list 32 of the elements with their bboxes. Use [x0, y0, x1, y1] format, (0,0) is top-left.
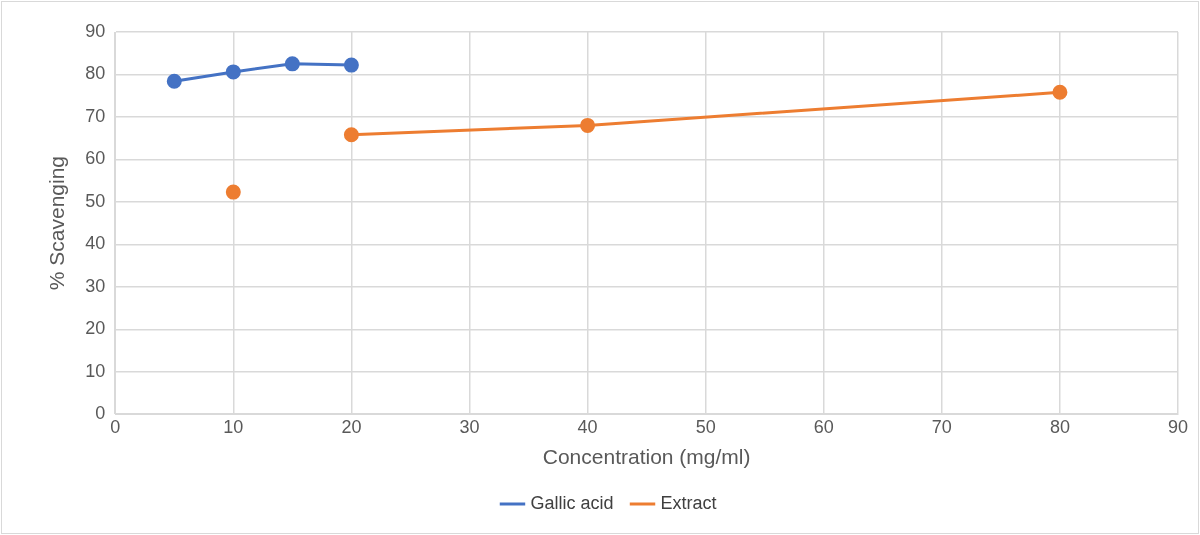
y-tick-label: 80 — [85, 63, 106, 84]
y-axis-title: % Scavenging — [45, 155, 69, 291]
point — [225, 64, 241, 80]
point — [166, 73, 182, 89]
y-tick-label: 60 — [85, 148, 106, 169]
point — [1052, 84, 1068, 100]
point — [225, 184, 241, 200]
y-tick-label: 40 — [85, 233, 106, 254]
legend-label: Gallic acid — [530, 492, 614, 513]
x-tick-label: 40 — [577, 416, 598, 437]
y-tick-label: 20 — [85, 318, 106, 339]
x-tick-label: 0 — [110, 416, 121, 437]
x-axis-title: Concentration (mg/ml) — [542, 445, 751, 469]
y-tick-label: 30 — [85, 275, 106, 296]
x-tick-label: 70 — [931, 416, 952, 437]
x-tick-label: 20 — [341, 416, 362, 437]
point — [284, 56, 300, 72]
x-tick-label: 90 — [1167, 416, 1189, 437]
y-tick-label: 10 — [85, 360, 106, 381]
y-tick-label: 0 — [95, 403, 106, 424]
point — [343, 57, 359, 73]
x-tick-label: 50 — [695, 416, 716, 437]
x-tick-label: 30 — [459, 416, 480, 437]
x-tick-label: 10 — [223, 416, 244, 437]
point — [580, 117, 596, 133]
y-tick-label: 70 — [85, 105, 106, 126]
point — [343, 127, 359, 143]
x-tick-label: 60 — [813, 416, 834, 437]
y-tick-label: 90 — [85, 20, 106, 41]
y-tick-label: 50 — [85, 190, 106, 211]
x-tick-label: 80 — [1049, 416, 1070, 437]
legend-label: Extract — [660, 492, 717, 513]
